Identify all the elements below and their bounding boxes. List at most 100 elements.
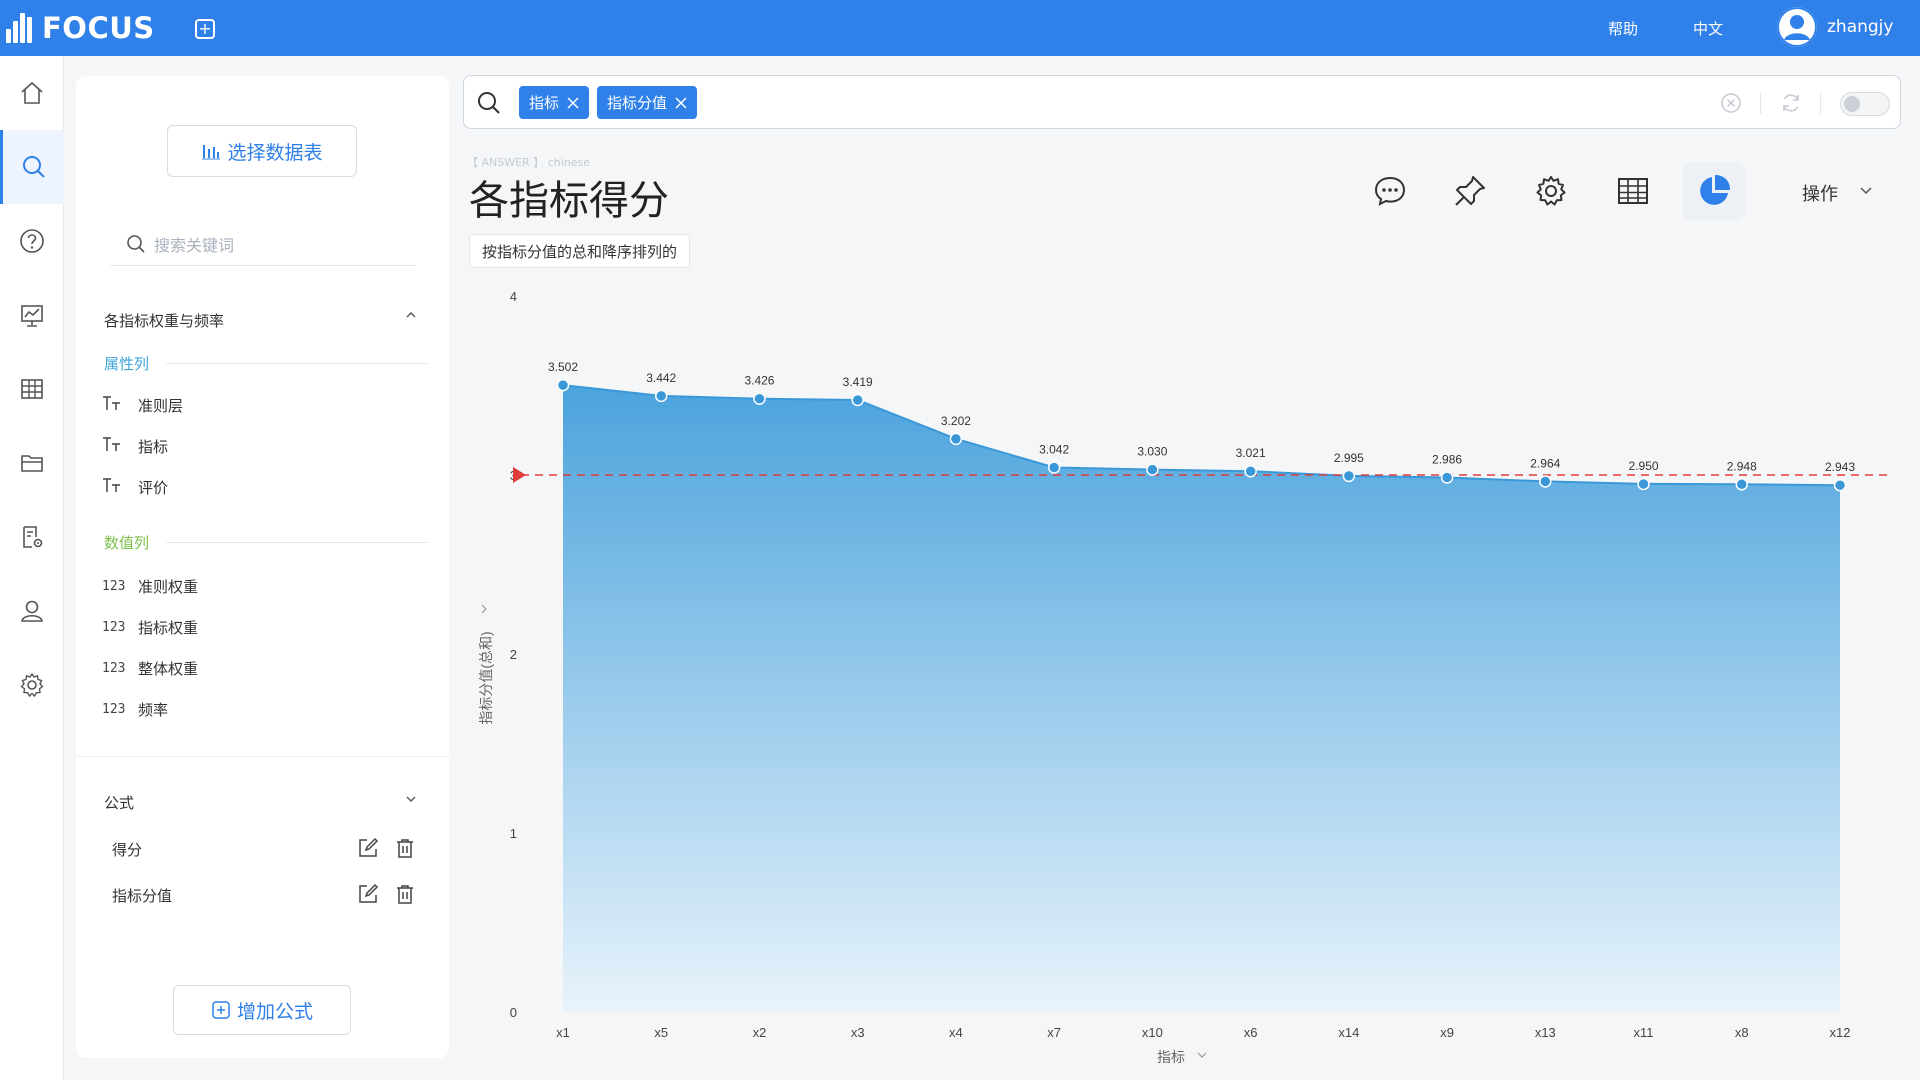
query-bar[interactable]: 指标 指标分值 bbox=[463, 75, 1901, 129]
data-point[interactable] bbox=[949, 432, 963, 446]
nav-dashboard[interactable] bbox=[0, 278, 64, 352]
measure-column-item[interactable]: 123 指标权重 bbox=[102, 617, 198, 638]
app-logo[interactable]: FOCUS bbox=[6, 11, 155, 45]
column-label: 准则层 bbox=[138, 396, 184, 415]
formula-item[interactable]: 指标分值 bbox=[112, 887, 173, 905]
refresh-icon[interactable] bbox=[1780, 92, 1802, 114]
mode-toggle[interactable] bbox=[1840, 92, 1890, 116]
data-label: 3.426 bbox=[744, 374, 774, 388]
nav-table[interactable] bbox=[0, 352, 64, 426]
y-tick-label: 2 bbox=[510, 647, 517, 662]
data-point[interactable] bbox=[556, 378, 570, 392]
clear-circle-icon[interactable] bbox=[1720, 92, 1742, 114]
comment-button[interactable] bbox=[1359, 162, 1421, 220]
nav-settings[interactable] bbox=[0, 648, 64, 722]
operations-menu[interactable]: 操作 bbox=[1802, 184, 1838, 205]
table-icon bbox=[21, 379, 43, 399]
search-placeholder: 搜索关键词 bbox=[154, 235, 235, 255]
attribute-column-item[interactable]: 评价 bbox=[102, 476, 168, 498]
data-point[interactable] bbox=[1637, 477, 1650, 491]
settings-button[interactable] bbox=[1520, 162, 1582, 220]
nav-folder[interactable] bbox=[0, 426, 64, 500]
edit-icon[interactable] bbox=[357, 837, 379, 859]
data-point[interactable] bbox=[1047, 461, 1061, 474]
y-axis-label[interactable]: 指标分值(总和) bbox=[478, 631, 494, 724]
close-icon[interactable] bbox=[675, 96, 687, 109]
x-tick-label: x9 bbox=[1440, 1025, 1454, 1040]
x-tick-label: x2 bbox=[753, 1025, 767, 1040]
chart-view-button[interactable] bbox=[1683, 162, 1745, 220]
chevron-right-icon[interactable] bbox=[481, 604, 487, 614]
column-label: 整体权重 bbox=[138, 660, 199, 678]
formula-heading[interactable]: 公式 bbox=[104, 794, 135, 812]
x-tick-label: x11 bbox=[1634, 1025, 1654, 1040]
x-tick-label: x3 bbox=[851, 1025, 865, 1040]
measure-column-item[interactable]: 123 准则权重 bbox=[102, 576, 198, 597]
number-type-icon: 123 bbox=[102, 661, 126, 676]
series-line bbox=[562, 384, 1841, 487]
search-icon bbox=[22, 156, 45, 178]
data-point[interactable] bbox=[753, 392, 766, 405]
data-point[interactable] bbox=[1735, 478, 1749, 491]
x-tick-label: x8 bbox=[1735, 1025, 1749, 1040]
user-icon bbox=[21, 600, 43, 622]
language-switch[interactable]: 中文 bbox=[1693, 20, 1724, 38]
nav-user[interactable] bbox=[0, 574, 64, 648]
chevron-down-icon[interactable] bbox=[1858, 182, 1874, 198]
attribute-columns-heading: 属性列 bbox=[104, 355, 150, 373]
select-table-label: 选择数据表 bbox=[227, 141, 323, 164]
chevron-down-icon[interactable] bbox=[404, 792, 418, 810]
data-point[interactable] bbox=[1244, 464, 1257, 478]
table-name[interactable]: 各指标权重与频率 bbox=[104, 312, 225, 330]
delete-icon[interactable] bbox=[394, 837, 416, 859]
chevron-down-icon[interactable] bbox=[1197, 1052, 1207, 1058]
data-point[interactable] bbox=[1539, 475, 1552, 488]
delete-icon[interactable] bbox=[394, 883, 416, 905]
data-point[interactable] bbox=[1440, 471, 1454, 484]
edit-icon[interactable] bbox=[357, 883, 379, 905]
presentation-chart-icon bbox=[21, 305, 43, 327]
x-tick-label: x12 bbox=[1830, 1025, 1851, 1040]
token-label: 指标 bbox=[529, 94, 560, 112]
measure-column-item[interactable]: 123 整体权重 bbox=[102, 658, 198, 679]
x-axis-label[interactable]: 指标 bbox=[1157, 1049, 1185, 1065]
x-tick-label: x13 bbox=[1535, 1025, 1556, 1040]
attribute-column-item[interactable]: 准则层 bbox=[102, 394, 183, 416]
nav-search[interactable] bbox=[0, 130, 64, 204]
select-table-button[interactable]: 选择数据表 bbox=[167, 125, 357, 177]
data-point[interactable] bbox=[654, 389, 668, 403]
user-avatar-icon bbox=[1777, 7, 1817, 47]
table-icon bbox=[1618, 178, 1648, 204]
data-point[interactable] bbox=[1146, 463, 1159, 476]
add-tab-icon[interactable]: + bbox=[195, 19, 215, 39]
attribute-column-item[interactable]: 指标 bbox=[102, 435, 168, 457]
column-label: 指标权重 bbox=[138, 619, 199, 637]
table-view-button[interactable] bbox=[1602, 162, 1664, 220]
query-token[interactable]: 指标分值 bbox=[597, 86, 698, 119]
nav-help[interactable] bbox=[0, 204, 64, 278]
data-point[interactable] bbox=[1342, 469, 1356, 483]
reference-marker-icon[interactable] bbox=[513, 467, 526, 483]
chevron-up-icon[interactable] bbox=[404, 308, 418, 326]
help-link[interactable]: 帮助 bbox=[1608, 20, 1639, 38]
keyword-search-input[interactable]: 搜索关键词 bbox=[110, 222, 416, 266]
divider bbox=[1760, 92, 1761, 114]
formula-item[interactable]: 得分 bbox=[112, 841, 143, 859]
gear-icon bbox=[1536, 176, 1566, 206]
add-formula-button[interactable]: 增加公式 bbox=[173, 985, 351, 1035]
x-tick-label: x5 bbox=[654, 1025, 668, 1040]
avatar[interactable] bbox=[1777, 7, 1817, 47]
nav-data-settings[interactable] bbox=[0, 500, 64, 574]
close-icon[interactable] bbox=[567, 96, 579, 109]
pin-button[interactable] bbox=[1439, 162, 1501, 220]
nav-home[interactable] bbox=[0, 56, 64, 130]
query-token[interactable]: 指标 bbox=[519, 86, 590, 119]
data-point[interactable] bbox=[851, 393, 864, 407]
data-point[interactable] bbox=[1833, 478, 1847, 492]
username[interactable]: zhangjy bbox=[1827, 17, 1894, 37]
area-fill bbox=[563, 385, 1840, 1013]
text-type-icon bbox=[102, 435, 124, 457]
data-label: 3.021 bbox=[1236, 446, 1266, 460]
measure-column-item[interactable]: 123 频率 bbox=[102, 699, 168, 720]
sort-text: 按指标分值的总和降序排列的 bbox=[482, 242, 678, 261]
